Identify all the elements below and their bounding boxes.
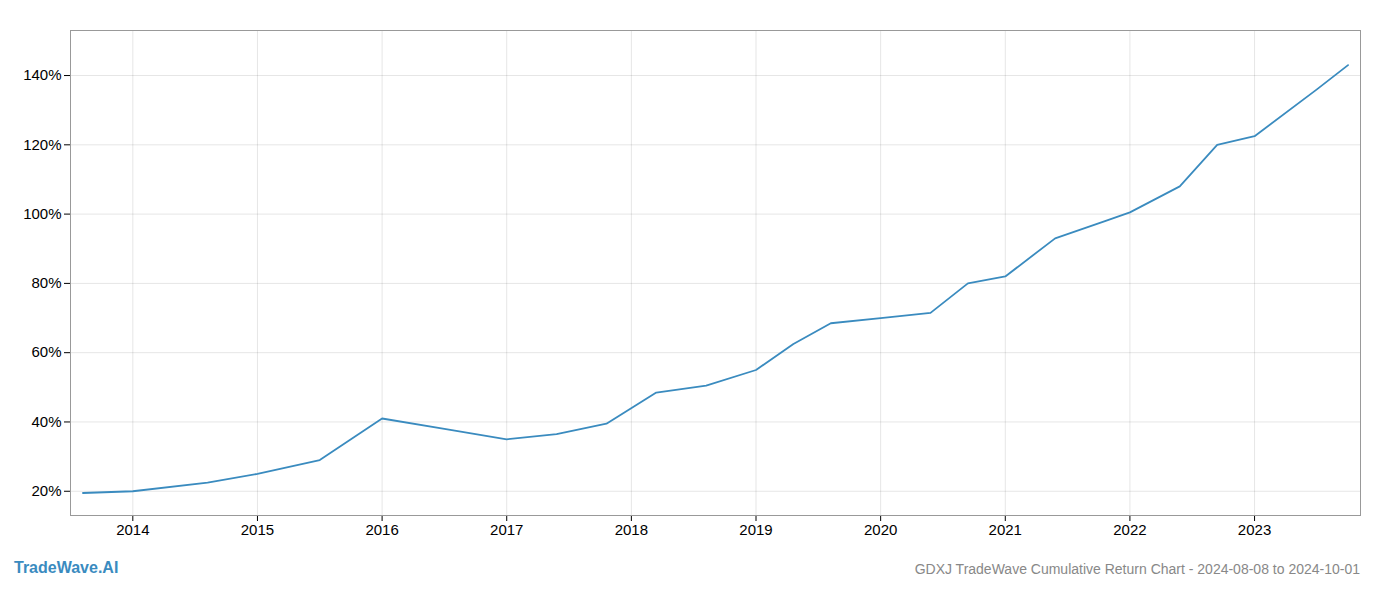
svg-text:2023: 2023	[1238, 521, 1271, 538]
svg-text:140%: 140%	[23, 66, 61, 83]
html-text:GDXJ TradeWave Cumulative Retu: GDXJ TradeWave Cumulative Return Chart -…	[914, 561, 1360, 577]
svg-text:2020: 2020	[864, 521, 897, 538]
svg-text:60%: 60%	[31, 343, 61, 360]
svg-text:80%: 80%	[31, 274, 61, 291]
svg-text:2015: 2015	[241, 521, 274, 538]
svg-text:40%: 40%	[31, 413, 61, 430]
svg-text:2016: 2016	[365, 521, 398, 538]
svg-text:2017: 2017	[490, 521, 523, 538]
svg-text:120%: 120%	[23, 136, 61, 153]
svg-text:2014: 2014	[116, 521, 149, 538]
svg-text:2021: 2021	[989, 521, 1022, 538]
html-text:TradeWave.AI: TradeWave.AI	[14, 559, 119, 576]
svg-text:20%: 20%	[31, 482, 61, 499]
svg-text:2019: 2019	[739, 521, 772, 538]
svg-text:2018: 2018	[615, 521, 648, 538]
svg-text:100%: 100%	[23, 205, 61, 222]
svg-text:2022: 2022	[1113, 521, 1146, 538]
